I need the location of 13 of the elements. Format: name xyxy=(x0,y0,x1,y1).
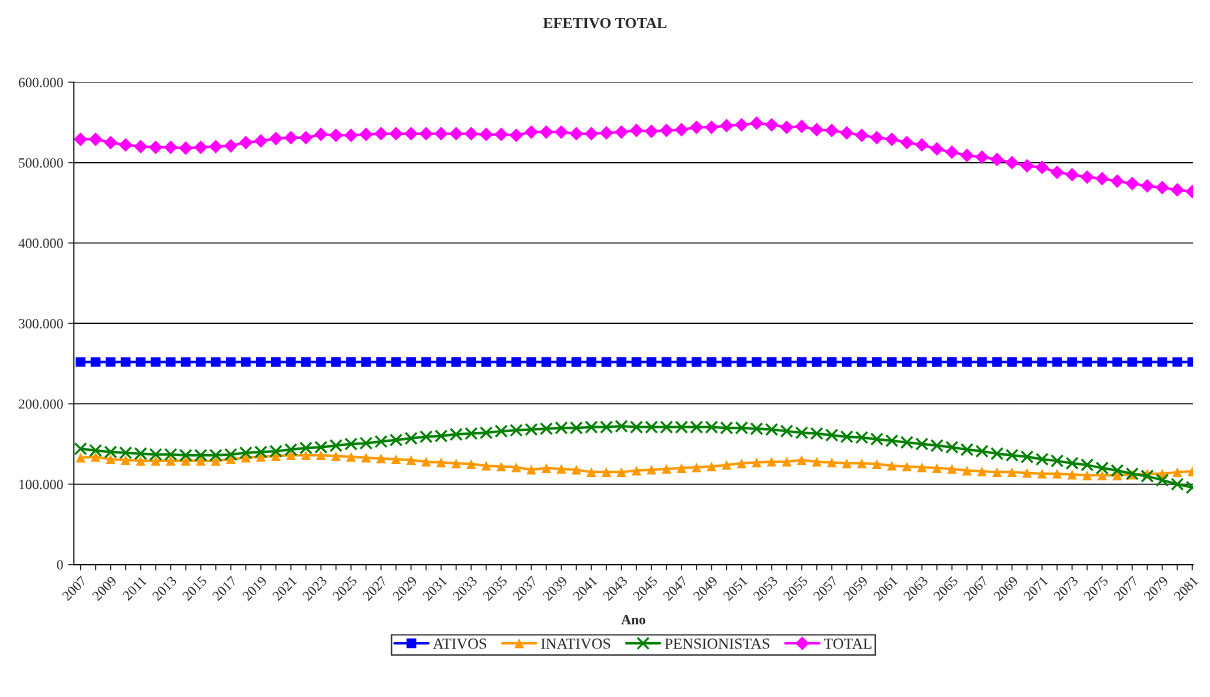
chart-title: EFETIVO TOTAL xyxy=(543,17,667,29)
y-tick-label: 600.000 xyxy=(18,77,63,88)
legend-label: ATIVOS xyxy=(432,638,487,649)
y-tick-label: 100.000 xyxy=(19,479,63,490)
y-tick-label: 0 xyxy=(56,560,63,570)
y-tick-label: 300.000 xyxy=(18,318,63,329)
y-tick-label: 500.000 xyxy=(19,158,63,168)
y-tick-label: 200.000 xyxy=(18,399,63,409)
legend-label: PENSIONISTAS xyxy=(664,638,770,649)
legend-label: TOTAL xyxy=(823,638,872,649)
x-axis-title: Ano xyxy=(621,615,646,625)
y-tick-label: 400.000 xyxy=(18,238,63,249)
legend-label: INATIVOS xyxy=(541,638,611,649)
